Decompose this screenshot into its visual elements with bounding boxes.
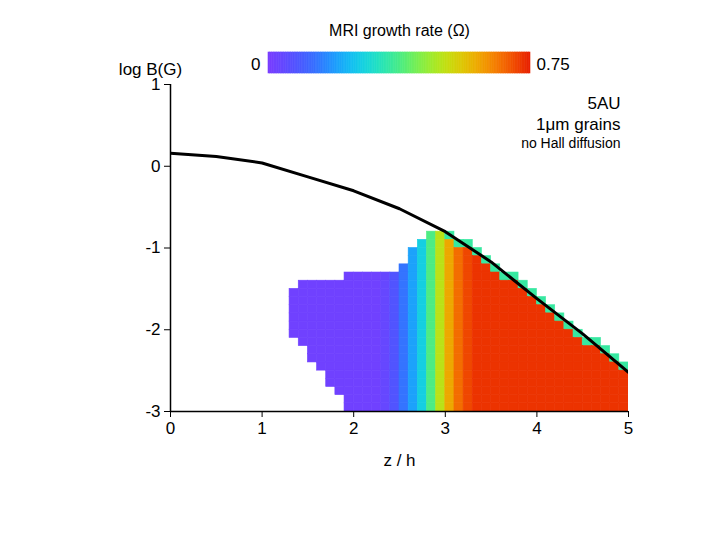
svg-text:z / h: z / h xyxy=(383,451,415,470)
svg-text:-3: -3 xyxy=(145,402,160,421)
svg-text:3: 3 xyxy=(441,419,450,438)
svg-text:-1: -1 xyxy=(145,238,160,257)
svg-text:MRI growth rate (Ω): MRI growth rate (Ω) xyxy=(329,22,470,39)
svg-text:0: 0 xyxy=(251,54,260,73)
svg-text:5: 5 xyxy=(624,419,633,438)
svg-text:2: 2 xyxy=(349,419,358,438)
svg-text:0: 0 xyxy=(151,157,160,176)
svg-text:4: 4 xyxy=(532,419,541,438)
svg-text:1: 1 xyxy=(257,419,266,438)
svg-text:no Hall diffusion: no Hall diffusion xyxy=(521,135,620,151)
svg-text:0: 0 xyxy=(166,419,175,438)
svg-text:1: 1 xyxy=(151,74,161,94)
svg-text:0.75: 0.75 xyxy=(537,54,570,73)
svg-text:1μm grains: 1μm grains xyxy=(536,115,620,134)
svg-text:log B(G): log B(G) xyxy=(119,60,182,79)
svg-text:5AU: 5AU xyxy=(587,94,620,113)
svg-text:-2: -2 xyxy=(145,320,160,339)
